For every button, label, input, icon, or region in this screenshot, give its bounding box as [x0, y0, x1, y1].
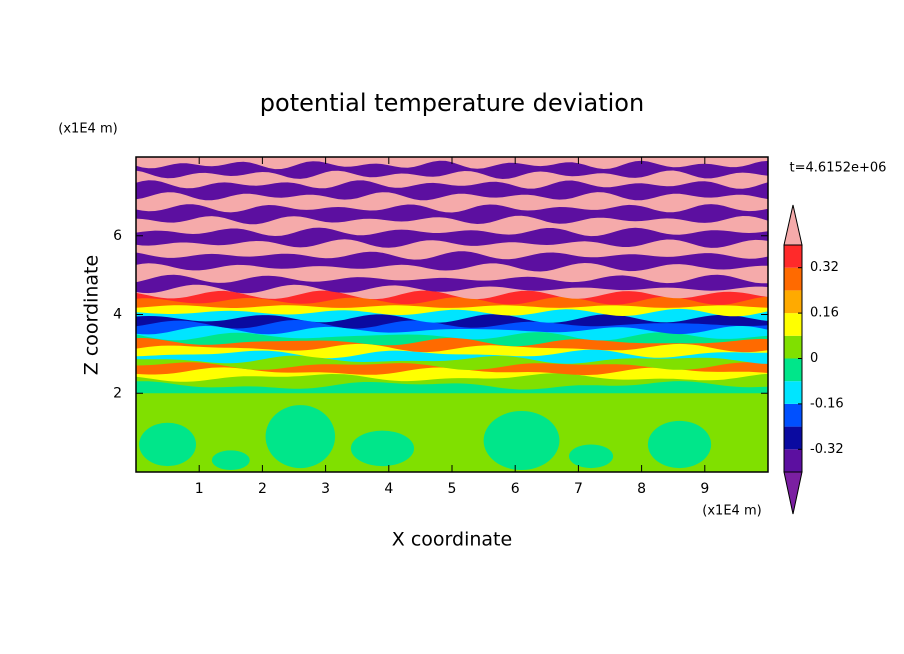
plume [350, 430, 415, 467]
colorbar-band [784, 381, 802, 404]
y-tick-label: 6 [113, 228, 122, 244]
y-axis-title: Z coordinate [81, 255, 103, 375]
y-tick-label: 2 [113, 385, 122, 401]
colorbar-band [784, 335, 802, 359]
plume [647, 420, 712, 469]
plume [139, 422, 197, 467]
colorbar-band [784, 426, 802, 450]
colorbar-tick-label: -0.16 [810, 396, 844, 411]
colorbar-band [784, 403, 802, 427]
colorbar-band [784, 267, 802, 291]
colorbar-band [784, 313, 802, 336]
colorbar-tick-label: 0.32 [810, 260, 839, 275]
plume [265, 405, 336, 469]
colorbar-band [784, 449, 802, 472]
colorbar-extend-high [783, 204, 803, 246]
colorbar-band [784, 358, 802, 382]
chart-title: potential temperature deviation [260, 89, 644, 117]
x-tick-label: 8 [637, 481, 646, 497]
plume [568, 444, 614, 469]
colorbar-tick-label: 0 [810, 351, 818, 366]
x-tick-label: 4 [384, 481, 393, 497]
x-unit: (x1E4 m) [702, 504, 761, 519]
colorbar-band [784, 245, 802, 268]
colorbar-tick-label: -0.32 [810, 442, 844, 457]
x-tick-label: 3 [321, 481, 330, 497]
time-annotation: t=4.6152e+06 [790, 161, 887, 176]
x-tick-label: 2 [258, 481, 267, 497]
plume [211, 450, 250, 471]
x-tick-label: 7 [574, 481, 583, 497]
x-axis-title: X coordinate [392, 529, 512, 551]
y-tick-label: 4 [113, 307, 122, 323]
x-tick-label: 9 [700, 481, 709, 497]
y-unit: (x1E4 m) [58, 122, 117, 137]
plume [483, 410, 560, 471]
x-tick-label: 5 [448, 481, 457, 497]
colorbar-tick-label: 0.16 [810, 306, 839, 321]
colorbar-band [784, 290, 802, 314]
x-tick-label: 1 [195, 481, 204, 497]
contour-band [136, 157, 768, 170]
contour-field [136, 157, 768, 472]
colorbar-extend-low [783, 471, 803, 515]
x-tick-label: 6 [511, 481, 520, 497]
